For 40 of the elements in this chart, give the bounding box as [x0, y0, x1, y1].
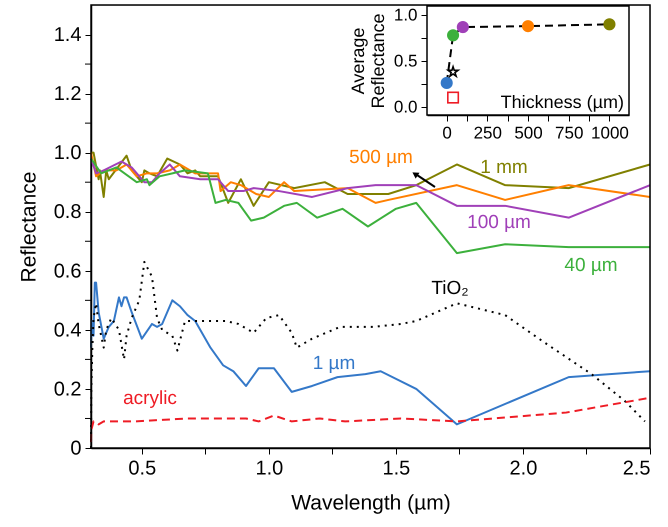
- point: [522, 20, 534, 32]
- x-tick-label: 1.5: [382, 458, 410, 480]
- y-tick-label: 0.4: [54, 319, 82, 342]
- series-label: 1 mm: [480, 157, 528, 178]
- point: [447, 92, 460, 104]
- point: [440, 76, 453, 89]
- x-tick-label: 0: [442, 124, 452, 142]
- point: [603, 18, 616, 30]
- x-tick-label: 1000: [591, 124, 629, 142]
- x-tick-label: 1.0: [255, 458, 284, 480]
- series-label: 100 µm: [467, 212, 531, 233]
- point: [447, 29, 460, 42]
- y-tick-label: 0.0: [394, 97, 418, 116]
- x-tick-label: 500: [514, 124, 543, 142]
- y-tick-label: 0.8: [54, 201, 82, 224]
- series-label: 40 µm: [564, 255, 618, 276]
- x-axis-title: Thickness (µm): [500, 92, 624, 112]
- x-axis-title: Wavelength (µm): [291, 492, 451, 514]
- x-tick-label: 0.5: [128, 458, 156, 480]
- y-tick-label: 1.0: [394, 6, 418, 25]
- line-series: [90, 282, 651, 426]
- y-axis-title: Reflectance: [18, 172, 41, 282]
- series-label: 500 µm: [349, 147, 413, 168]
- y-axis-title: Average Reflectance: [348, 13, 388, 109]
- point: [456, 21, 469, 34]
- series-label: TiO₂: [431, 278, 469, 299]
- y-tick-label: 1.2: [54, 83, 82, 106]
- y-tick-label: 1.4: [54, 24, 82, 46]
- y-tick-label: 0.2: [54, 378, 82, 400]
- series-label: acrylic: [123, 388, 177, 409]
- series-label: 1 µm: [312, 353, 356, 374]
- y-tick-label: 0.6: [54, 260, 82, 282]
- y-tick-label: 0.5: [394, 51, 418, 70]
- x-tick-label: 750: [555, 124, 584, 142]
- x-tick-label: 2.0: [510, 458, 538, 480]
- x-tick-label: 2.5: [622, 458, 650, 480]
- point: [447, 66, 459, 77]
- x-tick-label: 250: [474, 124, 502, 142]
- y-tick-label: 0: [70, 438, 82, 460]
- y-tick-label: 1.0: [54, 142, 82, 164]
